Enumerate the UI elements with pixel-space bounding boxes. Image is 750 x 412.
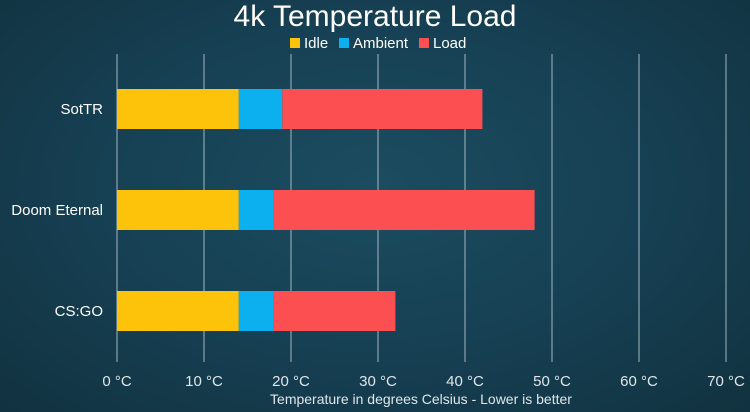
x-tick-label-60: 60 °C [620,373,658,390]
bar-ambient-sottr [238,89,283,129]
x-tick-label-70: 70 °C [707,373,745,390]
x-tick-label-40: 40 °C [446,373,484,390]
legend-swatch-load [419,38,429,48]
bars [117,89,535,331]
bar-idle-sottr [117,89,239,129]
bar-load-doom-eternal [273,190,535,230]
bar-load-sottr [282,89,483,129]
legend-swatch-idle [290,38,300,48]
x-tick-label-50: 50 °C [533,373,571,390]
legend-swatch-ambient [339,38,349,48]
x-tick-label-20: 20 °C [272,373,310,390]
legend: Idle Ambient Load [290,35,466,52]
legend-label-load: Load [433,35,466,52]
legend-label-ambient: Ambient [353,35,409,52]
x-tick-label-30: 30 °C [359,373,397,390]
legend-label-idle: Idle [304,35,328,52]
category-label-sottr: SotTR [60,101,103,118]
x-axis-label: Temperature in degrees Celsius - Lower i… [270,391,572,407]
bar-idle-cs-go [117,291,239,331]
bar-ambient-doom-eternal [238,190,274,230]
category-label-cs-go: CS:GO [55,303,103,320]
category-label-doom-eternal: Doom Eternal [11,202,103,219]
chart-title: 4k Temperature Load [234,0,517,33]
x-tick-label-0: 0 °C [102,373,132,390]
category-labels: SotTR Doom Eternal CS:GO [11,101,103,320]
bar-load-cs-go [273,291,396,331]
bar-idle-doom-eternal [117,190,239,230]
x-tick-labels: 0 °C 10 °C 20 °C 30 °C 40 °C 50 °C 60 °C 70 °C [102,373,745,390]
x-tick-label-10: 10 °C [185,373,223,390]
bar-ambient-cs-go [238,291,274,331]
